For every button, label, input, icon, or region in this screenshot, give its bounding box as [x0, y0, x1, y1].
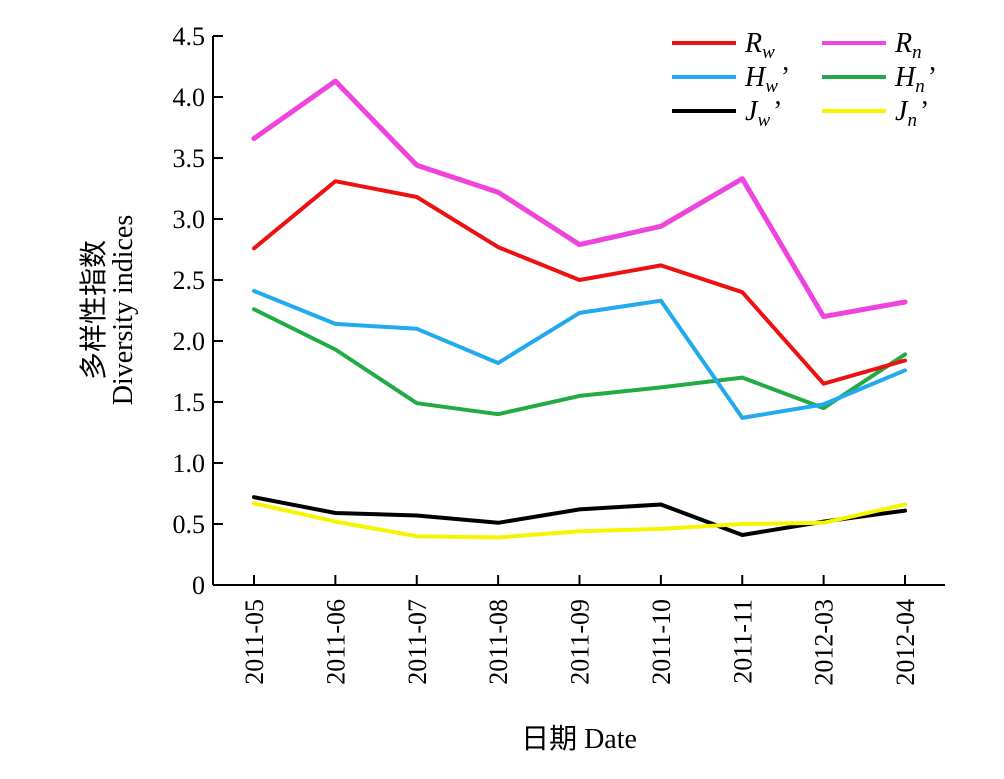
- legend-label: Rw: [744, 28, 775, 63]
- legend-label-subscript: w: [765, 76, 778, 97]
- series-line-r-n: [251, 78, 908, 320]
- legend-label-main: R: [894, 28, 912, 59]
- x-tick-label: 2011-05: [240, 599, 269, 685]
- y-ticks: 0 0.5 1.0 1.5 2.0 2.5 3.0 3.5 4.0 4.5: [173, 22, 223, 600]
- y-tick-label: 0.5: [173, 510, 206, 539]
- series-line-r-w: [252, 179, 907, 386]
- legend-label-subscript: n: [907, 110, 917, 131]
- legend-label: Rn: [894, 28, 922, 63]
- y-axis-title: Diversity indices: [108, 215, 139, 406]
- x-tick-label: 2011-09: [566, 599, 595, 685]
- y-tick-label: 4.5: [173, 22, 206, 51]
- legend-label: Hn’: [894, 62, 937, 97]
- y-axis-title-cn: 多样性指数: [78, 240, 110, 380]
- legend-label-main: R: [744, 28, 762, 59]
- y-tick-label: 3.5: [173, 144, 206, 173]
- x-ticks: 2011-05 2011-06 2011-07 2011-08 2011-09 2011-…: [240, 575, 920, 686]
- legend-label-main: H: [744, 62, 767, 93]
- x-axis-title: 日期 Date: [521, 724, 637, 755]
- legend-label-subscript: n: [915, 76, 925, 97]
- x-tick-label: 2011-11: [728, 599, 757, 684]
- legend-label: Jw’: [745, 96, 782, 131]
- y-tick-label: 3.0: [173, 205, 206, 234]
- y-tick-label: 2.0: [173, 327, 206, 356]
- y-tick-label: 2.5: [173, 266, 206, 295]
- legend-label-prime: ’: [773, 96, 782, 127]
- x-tick-label: 2012-03: [810, 599, 839, 686]
- series-line-j-n: [252, 501, 907, 540]
- legend-label-subscript: w: [757, 110, 770, 131]
- x-tick-label: 2011-10: [647, 599, 676, 685]
- x-tick-label: 2012-04: [891, 599, 920, 686]
- axes: [212, 36, 945, 586]
- legend-label-main: J: [745, 96, 759, 127]
- series-line-j-w: [252, 495, 907, 537]
- legend-label-subscript: w: [762, 42, 775, 63]
- legend-label-main: H: [894, 62, 917, 93]
- legend-label-prime: ’: [928, 62, 937, 93]
- legend-label-subscript: n: [912, 42, 922, 63]
- legend-label: Hw’: [744, 62, 790, 97]
- series-lines: [251, 78, 908, 540]
- series-line-h-n: [252, 307, 907, 417]
- y-tick-label: 1.5: [173, 388, 206, 417]
- x-tick-label: 2011-08: [484, 599, 513, 685]
- x-tick-label: 2011-07: [403, 599, 432, 685]
- series-line-h-w: [252, 289, 907, 420]
- y-tick-label: 4.0: [173, 83, 206, 112]
- legend-label-prime: ’: [781, 62, 790, 93]
- x-tick-label: 2011-06: [321, 599, 350, 685]
- y-tick-label: 0: [192, 571, 205, 600]
- legend-label-main: J: [895, 96, 909, 127]
- legend-label-prime: ’: [920, 96, 929, 127]
- legend-label: Jn’: [895, 96, 929, 131]
- y-tick-label: 1.0: [173, 449, 206, 478]
